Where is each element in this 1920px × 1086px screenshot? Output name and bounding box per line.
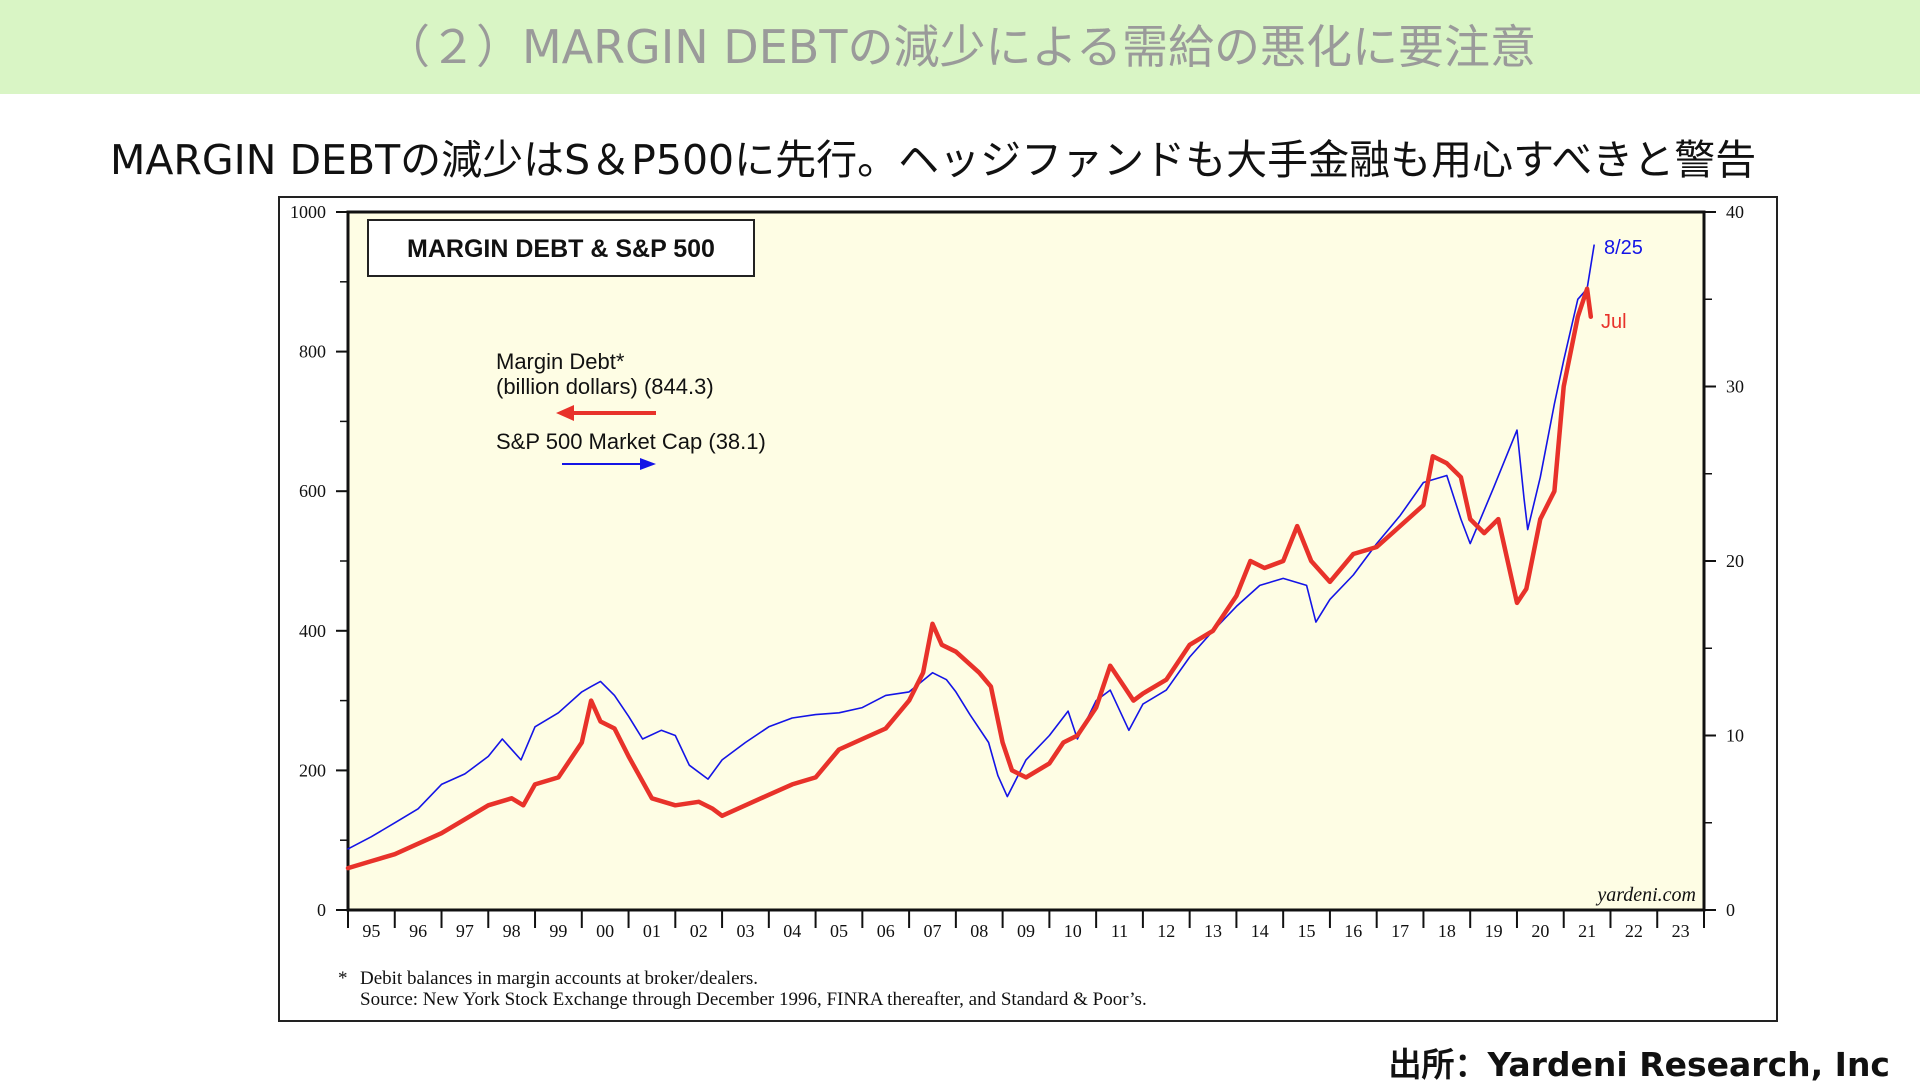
x-tick-label: 95 [362,921,380,941]
x-tick-label: 11 [1111,921,1128,941]
watermark: yardeni.com [1595,884,1696,906]
y-left-tick-label: 0 [317,900,326,920]
x-tick-label: 22 [1625,921,1643,941]
x-tick-label: 06 [877,921,895,941]
x-tick-label: 18 [1438,921,1456,941]
y-left-tick-label: 200 [299,760,326,780]
y-left-tick-label: 1000 [290,202,326,222]
page-subtitle: MARGIN DEBTの減少はS＆P500に先行。ヘッジファンドも大手金融も用心… [110,136,1757,184]
page-title: （２）MARGIN DEBTの減少による需給の悪化に要注意 [383,20,1537,74]
x-tick-label: 20 [1531,921,1549,941]
y-right-tick-label: 10 [1726,726,1744,746]
x-tick-label: 17 [1391,921,1409,941]
y-right-tick-label: 30 [1726,377,1744,397]
x-tick-label: 07 [923,921,941,941]
legend-arrow-sp500 [562,458,656,470]
x-tick-label: 08 [970,921,988,941]
chart-title-box [367,219,755,277]
x-tick-label: 97 [456,921,474,941]
x-tick-label: 16 [1344,921,1362,941]
footnote-line-2: Source: New York Stock Exchange through … [360,989,1147,1010]
x-tick-label: 98 [503,921,521,941]
y-left-tick-label: 400 [299,621,326,641]
footnote-line-1: Debit balances in margin accounts at bro… [360,968,758,989]
chart-title: MARGIN DEBT & S&P 500 [407,235,715,263]
x-tick-label: 05 [830,921,848,941]
y-right-tick-label: 40 [1726,202,1744,222]
x-axis: 95 96 97 98 99 00 01 02 03 04 05 06 07 08 09 10 11 12 13 14… [347,910,1705,941]
y-right-tick-label: 20 [1726,551,1744,571]
legend-margin-debt-line1: Margin Debt* [496,349,625,374]
margin-debt-chart: 95 96 97 98 99 00 01 02 03 04 05 06 07 08 09 10 11 12 13 14… [290,202,1744,1010]
legend-arrow-margin-debt [556,405,656,421]
x-tick-label: 02 [690,921,708,941]
series-line-sp500 [347,244,1595,850]
x-tick-label: 04 [783,921,801,941]
title-banner [0,0,1920,94]
x-tick-label: 99 [549,921,567,941]
x-tick-label: 23 [1672,921,1690,941]
series-line-margin-debt [345,286,1594,871]
x-tick-label: 19 [1485,921,1503,941]
x-tick-label: 10 [1064,921,1082,941]
x-tick-label: 09 [1017,921,1035,941]
x-tick-label: 03 [736,921,754,941]
x-tick-label: 00 [596,921,614,941]
x-tick-label: 12 [1157,921,1175,941]
y-right-tick-label: 0 [1726,900,1735,920]
end-label-margin-debt: Jul [1601,311,1627,333]
plot-area [346,210,1706,912]
y-left-tick-label: 800 [299,342,326,362]
legend-sp500: S&P 500 Market Cap (38.1) [496,429,766,454]
end-label-sp500: 8/25 [1604,237,1643,259]
x-tick-label: 21 [1578,921,1596,941]
legend-margin-debt-line2: (billion dollars) (844.3) [496,374,714,399]
footnote-marker: * [338,968,348,989]
series-layer [345,244,1595,871]
x-tick-label: 15 [1298,921,1316,941]
y-left-tick-label: 600 [299,481,326,501]
x-tick-label: 96 [409,921,427,941]
x-tick-label: 01 [643,921,661,941]
y-axis-right: 0 10 20 30 40 [1704,202,1744,920]
x-tick-label: 13 [1204,921,1222,941]
x-tick-label: 14 [1251,921,1269,941]
y-axis-left: 0 200 400 600 800 1000 [290,202,348,920]
source-credit: 出所：Yardeni Research, Inc [1388,1045,1890,1084]
